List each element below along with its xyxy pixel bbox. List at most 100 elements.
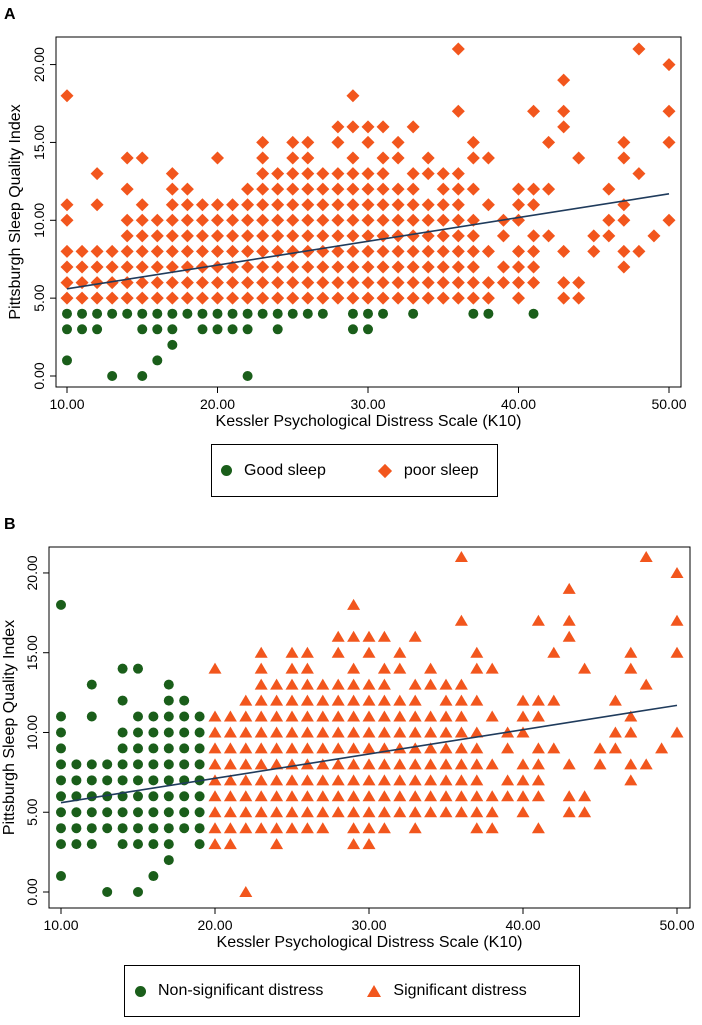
data-point-poor-sleep — [376, 244, 390, 258]
data-point-significant-distress — [208, 662, 222, 674]
data-point-significant-distress — [285, 758, 299, 770]
data-point-poor-sleep — [211, 260, 224, 274]
data-point-non-significant-distress — [86, 807, 97, 818]
x-tick-label: 40.00 — [505, 917, 540, 933]
data-point-poor-sleep — [481, 244, 495, 258]
data-point-poor-sleep — [451, 42, 465, 56]
data-point-poor-sleep — [376, 151, 390, 165]
data-point-poor-sleep — [361, 276, 375, 290]
data-point-significant-distress — [254, 710, 268, 722]
data-point-poor-sleep — [211, 151, 224, 165]
data-point-significant-distress — [316, 710, 330, 722]
data-point-poor-sleep — [331, 244, 345, 258]
data-point-significant-distress — [424, 790, 438, 802]
data-point-poor-sleep — [512, 291, 525, 305]
data-point-significant-distress — [208, 838, 222, 850]
data-point-significant-distress — [347, 774, 361, 786]
data-point-poor-sleep — [632, 167, 646, 181]
data-point-non-significant-distress — [71, 807, 82, 818]
data-point-significant-distress — [424, 758, 438, 770]
data-point-significant-distress — [408, 758, 422, 770]
data-point-poor-sleep — [256, 213, 270, 227]
data-point-significant-distress — [316, 726, 330, 738]
data-point-non-significant-distress — [133, 663, 143, 674]
data-point-poor-sleep — [150, 229, 164, 243]
data-point-good-sleep — [272, 308, 283, 319]
data-point-poor-sleep — [602, 229, 616, 243]
data-point-poor-sleep — [602, 182, 616, 196]
data-point-significant-distress — [562, 630, 576, 642]
data-point-non-significant-distress — [117, 807, 128, 818]
data-point-significant-distress — [424, 742, 438, 754]
y-tick-label: 15.00 — [24, 635, 40, 670]
data-point-significant-distress — [300, 662, 314, 674]
data-point-poor-sleep — [195, 229, 209, 243]
data-point-poor-sleep — [301, 182, 315, 196]
data-point-non-significant-distress — [56, 791, 66, 802]
data-point-significant-distress — [362, 790, 376, 802]
data-point-non-significant-distress — [148, 791, 159, 802]
data-point-significant-distress — [439, 774, 453, 786]
y-tick-label: 20.00 — [24, 555, 40, 590]
data-point-significant-distress — [223, 774, 237, 786]
y-tick-label: 0.00 — [24, 878, 40, 905]
data-point-non-significant-distress — [194, 791, 205, 802]
data-point-poor-sleep — [286, 151, 300, 165]
data-point-poor-sleep — [90, 260, 104, 274]
data-point-poor-sleep — [557, 291, 571, 305]
data-point-significant-distress — [408, 694, 422, 706]
data-point-significant-distress — [316, 694, 330, 706]
data-point-poor-sleep — [180, 260, 194, 274]
data-point-non-significant-distress — [56, 775, 66, 786]
data-point-significant-distress — [270, 710, 284, 722]
data-point-poor-sleep — [241, 260, 255, 274]
data-point-poor-sleep — [617, 260, 631, 274]
data-point-good-sleep — [92, 324, 103, 335]
data-point-poor-sleep — [301, 276, 315, 290]
data-point-significant-distress — [270, 678, 284, 690]
data-point-significant-distress — [547, 694, 561, 706]
data-point-poor-sleep — [527, 182, 541, 196]
data-point-significant-distress — [239, 726, 253, 738]
data-point-significant-distress — [377, 726, 391, 738]
data-point-significant-distress — [454, 742, 468, 754]
data-point-good-sleep — [408, 308, 419, 319]
data-point-poor-sleep — [406, 229, 420, 243]
data-point-poor-sleep — [436, 182, 450, 196]
data-point-poor-sleep — [256, 135, 270, 149]
data-point-poor-sleep — [361, 135, 375, 149]
data-point-significant-distress — [316, 822, 330, 834]
data-point-significant-distress — [608, 694, 622, 706]
data-point-non-significant-distress — [148, 711, 159, 722]
data-point-non-significant-distress — [133, 759, 143, 770]
data-point-poor-sleep — [256, 151, 270, 165]
data-point-poor-sleep — [557, 244, 571, 258]
data-point-poor-sleep — [195, 244, 209, 258]
scatter-plot-a: 10.00 20.00 30.00 40.00 50.00 0.00 5.00 10.00 15… — [7, 36, 687, 430]
data-point-poor-sleep — [406, 167, 420, 181]
data-point-poor-sleep — [286, 291, 300, 305]
circle-marker-icon — [135, 985, 146, 997]
data-point-poor-sleep — [572, 291, 586, 305]
data-point-poor-sleep — [256, 182, 270, 196]
data-point-significant-distress — [408, 726, 422, 738]
data-point-significant-distress — [362, 678, 376, 690]
data-point-significant-distress — [300, 694, 314, 706]
data-point-poor-sleep — [90, 244, 104, 258]
data-point-poor-sleep — [451, 276, 465, 290]
data-point-poor-sleep — [165, 291, 179, 305]
data-point-significant-distress — [377, 678, 391, 690]
data-point-poor-sleep — [346, 120, 360, 134]
data-point-poor-sleep — [391, 135, 405, 149]
data-point-significant-distress — [454, 678, 468, 690]
data-point-significant-distress — [285, 678, 299, 690]
data-point-poor-sleep — [316, 198, 330, 212]
data-point-significant-distress — [362, 726, 376, 738]
data-point-poor-sleep — [376, 120, 390, 134]
data-point-significant-distress — [377, 806, 391, 818]
legend-label-poor-sleep: poor sleep — [403, 461, 479, 479]
data-point-significant-distress — [562, 582, 576, 594]
data-point-significant-distress — [347, 694, 361, 706]
data-point-significant-distress — [254, 694, 268, 706]
data-point-non-significant-distress — [163, 855, 174, 866]
